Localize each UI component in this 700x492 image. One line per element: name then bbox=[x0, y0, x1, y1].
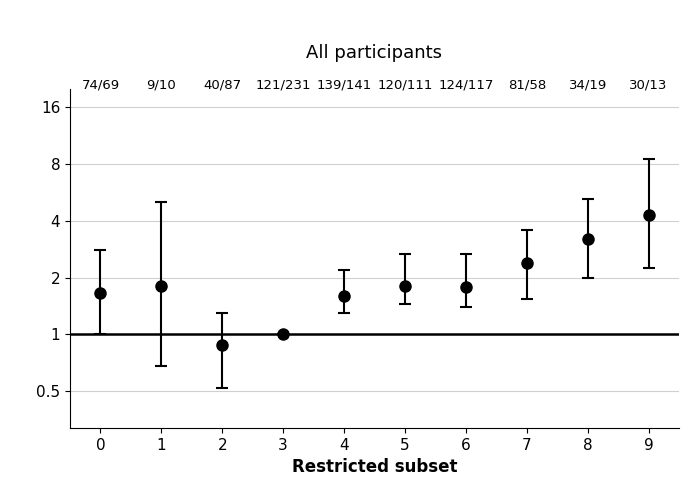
X-axis label: Restricted subset: Restricted subset bbox=[292, 459, 457, 476]
Text: 40/87: 40/87 bbox=[203, 78, 242, 91]
Text: 120/111: 120/111 bbox=[377, 78, 433, 91]
Title: All participants: All participants bbox=[307, 44, 442, 62]
Text: 9/10: 9/10 bbox=[146, 78, 176, 91]
Text: 124/117: 124/117 bbox=[438, 78, 493, 91]
Text: 139/141: 139/141 bbox=[316, 78, 372, 91]
Text: 121/231: 121/231 bbox=[256, 78, 311, 91]
Text: 30/13: 30/13 bbox=[629, 78, 668, 91]
Text: 74/69: 74/69 bbox=[81, 78, 120, 91]
Text: 34/19: 34/19 bbox=[568, 78, 607, 91]
Text: 81/58: 81/58 bbox=[508, 78, 546, 91]
